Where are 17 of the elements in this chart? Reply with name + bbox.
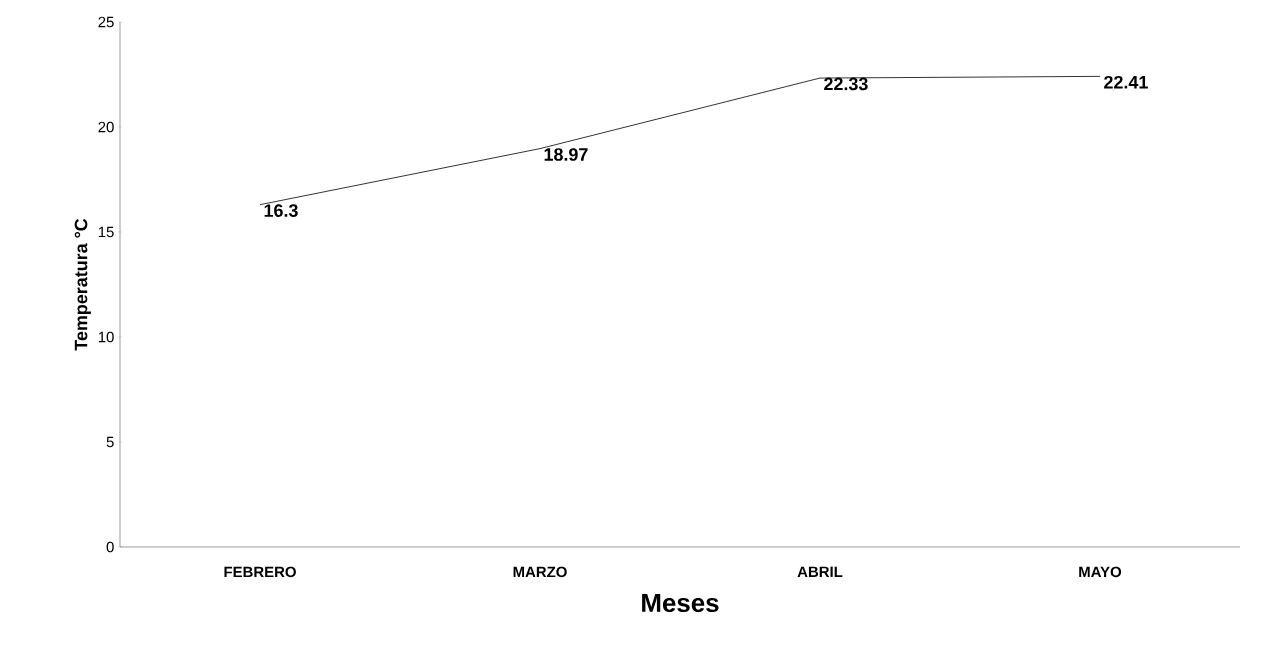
data-label: 18.97 <box>544 148 588 161</box>
y-axis-title: Temperatura °C <box>74 218 91 351</box>
y-tick-label: 15 <box>98 226 114 238</box>
x-tick-label: MARZO <box>513 566 567 578</box>
x-tick-label: FEBRERO <box>224 566 296 578</box>
data-label: 16.3 <box>264 204 298 217</box>
y-tick-label: 20 <box>98 121 114 133</box>
y-tick-label: 25 <box>98 16 114 28</box>
x-tick-label: ABRIL <box>797 566 843 577</box>
y-tick-label: 10 <box>98 331 114 343</box>
line-series <box>259 75 1101 206</box>
x-axis-title: Meses <box>642 594 719 613</box>
data-label: 22.41 <box>1104 75 1148 89</box>
y-tick-label: 0 <box>106 541 114 553</box>
data-label: 22.33 <box>824 77 868 91</box>
y-tick-label: 5 <box>106 436 114 448</box>
x-tick-label: MAYO <box>1079 566 1122 578</box>
